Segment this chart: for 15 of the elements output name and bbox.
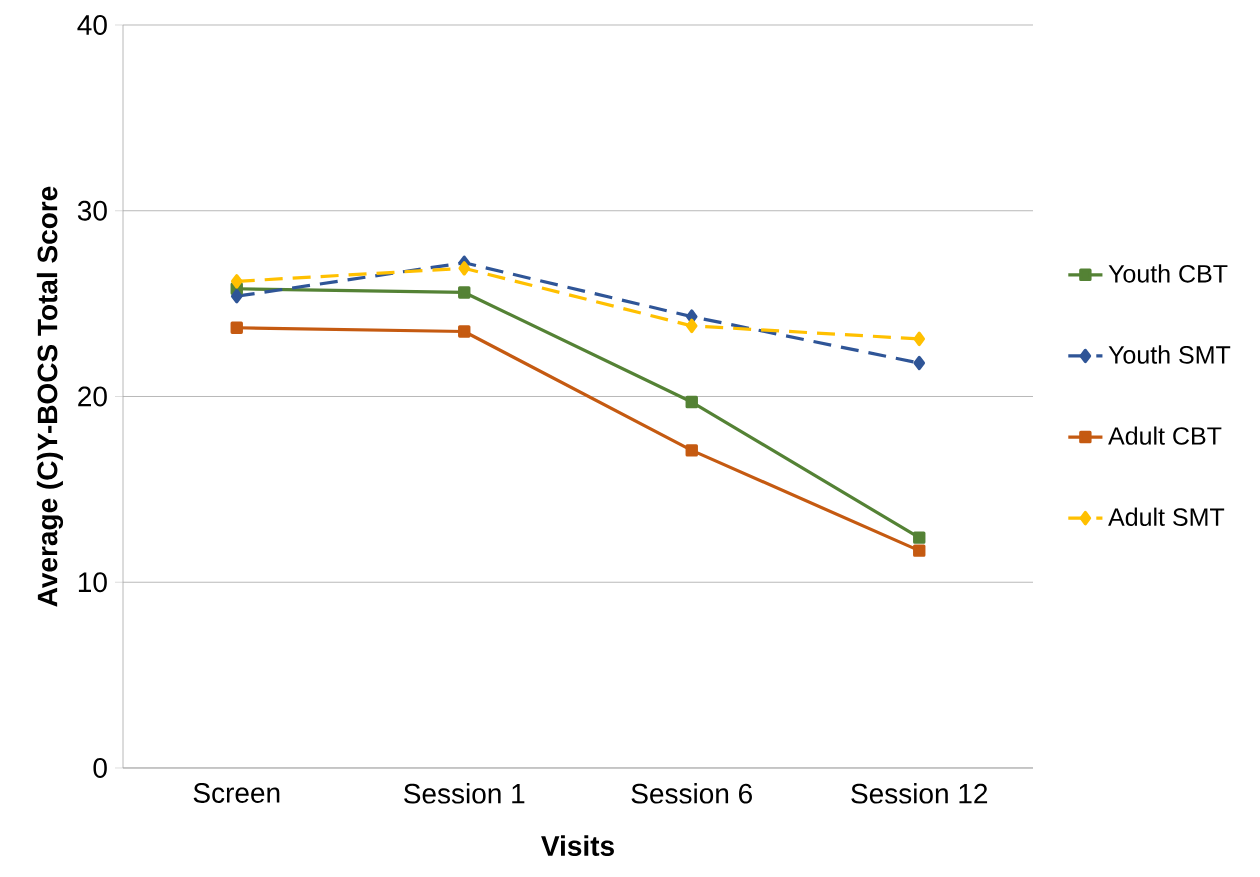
- y-tick-label: 20: [78, 386, 107, 407]
- legend-label: Youth CBT: [1108, 264, 1228, 283]
- y-tick-label: 10: [78, 572, 107, 593]
- x-tick-label: Session 1: [404, 783, 525, 804]
- legend-label: Adult CBT: [1108, 426, 1222, 445]
- legend-label: Youth SMT: [1108, 345, 1231, 364]
- y-tick-label: 30: [77, 200, 107, 221]
- legend-label: Adult SMT: [1108, 507, 1225, 526]
- y-tick-label: 0: [93, 758, 107, 778]
- x-tick-label: Session 6: [631, 783, 752, 804]
- x-axis-title: Visits: [541, 835, 614, 856]
- y-axis-title: Average (C)Y-BOCS Total Score: [36, 186, 64, 607]
- y-tick-label: 40: [77, 15, 107, 35]
- x-tick-label: Screen: [193, 783, 280, 803]
- x-tick-label: Session 12: [851, 783, 988, 804]
